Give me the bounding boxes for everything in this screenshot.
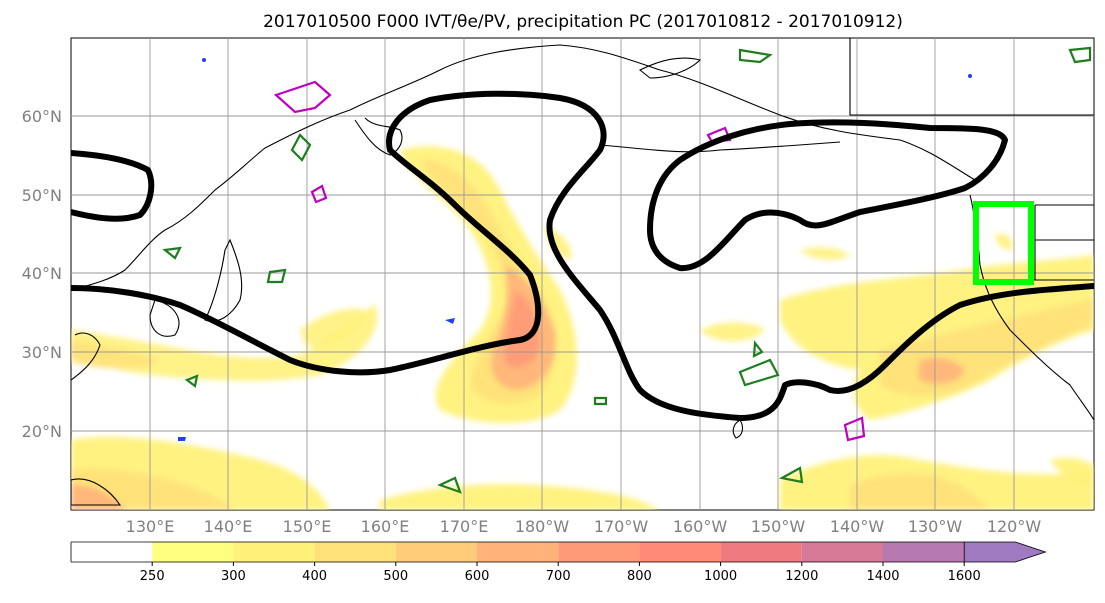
colorbar-segment <box>558 542 640 562</box>
colorbar-segment <box>314 542 396 562</box>
colorbar-segment <box>639 542 721 562</box>
colorbar-tick-label: 700 <box>546 569 571 584</box>
colorbar-tick-label: 500 <box>383 569 408 584</box>
lon-label: 120°W <box>987 517 1042 536</box>
map-panel: 60°N 50°N 40°N 30°N 20°N 130°E 140°E 150… <box>22 37 1095 536</box>
lon-label: 130°E <box>126 517 175 536</box>
lon-label: 140°E <box>204 517 253 536</box>
colorbar-segment <box>395 542 477 562</box>
lon-label: 170°E <box>440 517 489 536</box>
pv-contours <box>162 46 1092 494</box>
lon-label: 140°W <box>830 517 885 536</box>
lon-label: 150°W <box>751 517 806 536</box>
blue-marks <box>178 58 972 441</box>
precipitation-contours <box>273 80 866 442</box>
gridlines <box>71 38 1094 510</box>
colorbar-tick-label: 300 <box>221 569 246 584</box>
colorbar-segment <box>152 542 234 562</box>
highlight-box <box>973 201 1034 285</box>
colorbar-segment <box>71 542 153 562</box>
colorbar-outline <box>70 541 965 563</box>
colorbar-extend-arrow <box>963 541 1047 563</box>
longitude-labels: 130°E 140°E 150°E 160°E 170°E 180°W 170°… <box>126 517 1042 536</box>
lat-label: 50°N <box>22 186 62 205</box>
colorbar-segment <box>233 542 315 562</box>
colorbar-segment <box>720 542 802 562</box>
colorbar-tick-label: 1200 <box>785 569 818 584</box>
colorbar-ticks: 250 300 400 500 600 700 800 1000 1200 1400 1600 <box>140 562 981 584</box>
theta-e-contours <box>71 90 1094 421</box>
latitude-labels: 60°N 50°N 40°N 30°N 20°N <box>22 107 62 441</box>
colorbar-segment <box>477 542 559 562</box>
colorbar-segment <box>801 542 883 562</box>
lat-label: 60°N <box>22 107 62 126</box>
colorbar: 250 300 400 500 600 700 800 1000 1200 1400 1600 <box>70 541 1047 584</box>
colorbar-tick-label: 800 <box>627 569 652 584</box>
lon-label: 150°E <box>283 517 332 536</box>
colorbar-segment <box>883 542 965 562</box>
map-title: 2017010500 F000 IVT/θe/PV, precipitation… <box>263 12 903 32</box>
colorbar-tick-label: 400 <box>302 569 327 584</box>
lon-label: 170°W <box>594 517 649 536</box>
colorbar-tick-label: 1400 <box>866 569 899 584</box>
lon-label: 180°W <box>515 517 570 536</box>
lon-label: 130°W <box>908 517 963 536</box>
lon-label: 160°E <box>361 517 410 536</box>
colorbar-tick-label: 1600 <box>948 569 981 584</box>
colorbar-tick-label: 1000 <box>704 569 737 584</box>
lat-label: 20°N <box>22 422 62 441</box>
colorbar-tick-label: 600 <box>465 569 490 584</box>
ivt-shading <box>71 146 1094 510</box>
colorbar-segments <box>70 541 1047 563</box>
colorbar-tick-label: 250 <box>140 569 165 584</box>
lon-label: 160°W <box>673 517 728 536</box>
lat-label: 30°N <box>22 343 62 362</box>
lat-label: 40°N <box>22 264 62 283</box>
